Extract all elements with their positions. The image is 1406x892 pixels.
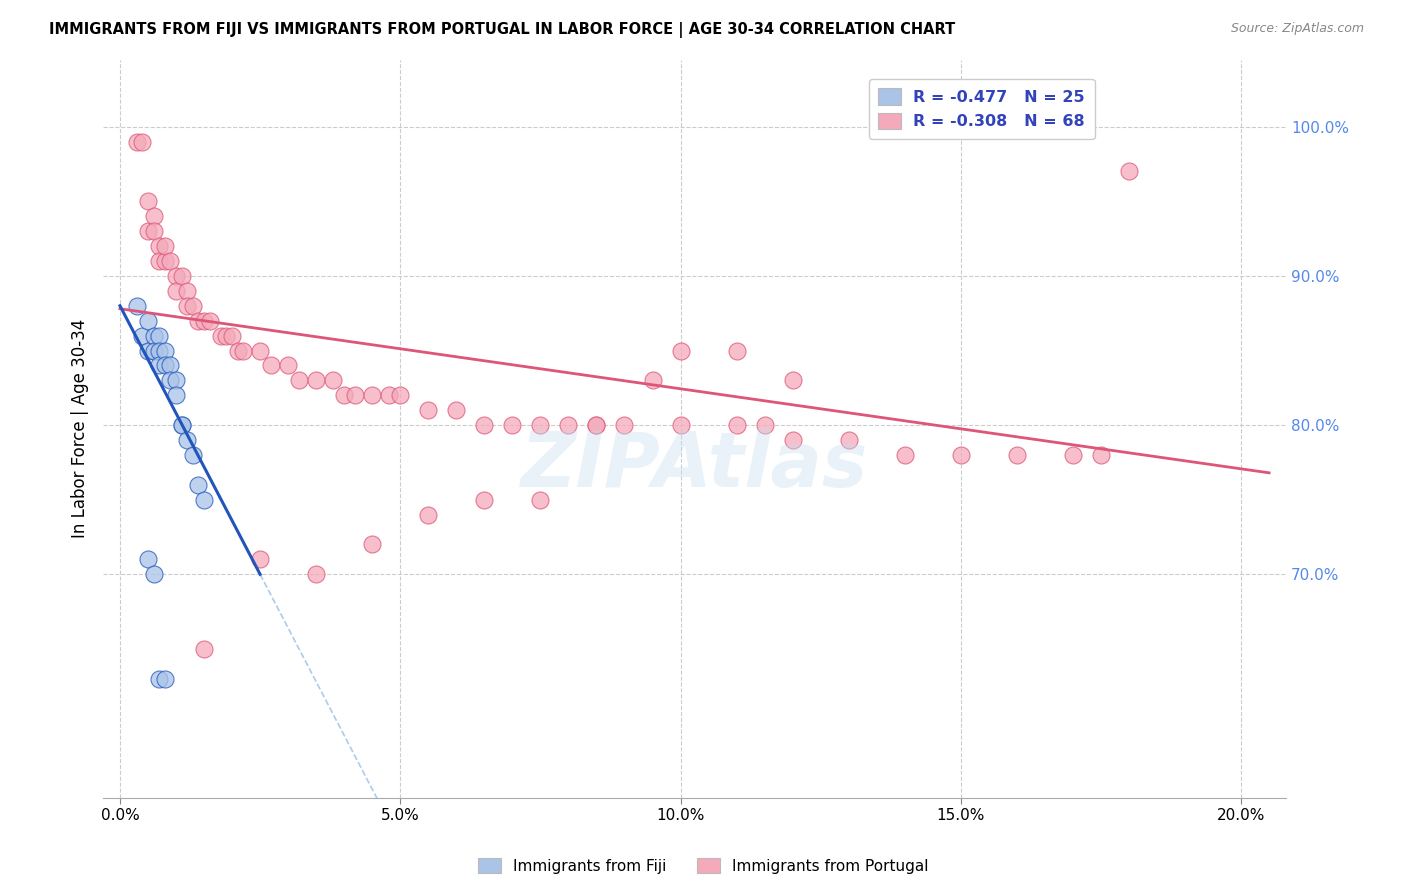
Point xyxy=(153,239,176,253)
Text: ZIPAtlas: ZIPAtlas xyxy=(520,429,869,503)
Point xyxy=(125,135,148,149)
Point xyxy=(361,388,384,402)
Point xyxy=(613,418,636,433)
Point xyxy=(585,418,607,433)
Point xyxy=(187,313,209,327)
Point xyxy=(305,373,328,387)
Point xyxy=(418,508,440,522)
Point xyxy=(165,284,187,298)
Point xyxy=(148,254,170,268)
Point xyxy=(148,359,170,373)
Point xyxy=(472,492,495,507)
Point xyxy=(176,433,198,447)
Point xyxy=(159,373,181,387)
Point xyxy=(501,418,523,433)
Point xyxy=(136,194,159,209)
Point xyxy=(125,299,148,313)
Point xyxy=(529,418,551,433)
Point xyxy=(142,209,165,223)
Point xyxy=(260,359,283,373)
Point xyxy=(322,373,344,387)
Text: Source: ZipAtlas.com: Source: ZipAtlas.com xyxy=(1230,22,1364,36)
Point xyxy=(1062,448,1084,462)
Point xyxy=(136,224,159,238)
Point xyxy=(277,359,299,373)
Point xyxy=(838,433,860,447)
Point xyxy=(472,418,495,433)
Point xyxy=(249,343,271,358)
Point xyxy=(198,313,221,327)
Point xyxy=(305,567,328,582)
Text: IMMIGRANTS FROM FIJI VS IMMIGRANTS FROM PORTUGAL IN LABOR FORCE | AGE 30-34 CORR: IMMIGRANTS FROM FIJI VS IMMIGRANTS FROM … xyxy=(49,22,956,38)
Point xyxy=(249,552,271,566)
Point xyxy=(165,388,187,402)
Point xyxy=(529,492,551,507)
Point xyxy=(153,672,176,686)
Point xyxy=(181,299,204,313)
Point xyxy=(782,373,804,387)
Point xyxy=(181,448,204,462)
Point xyxy=(1118,164,1140,178)
Point xyxy=(221,328,243,343)
Point xyxy=(165,268,187,283)
Point xyxy=(165,373,187,387)
Point xyxy=(585,418,607,433)
Point xyxy=(148,328,170,343)
Legend: Immigrants from Fiji, Immigrants from Portugal: Immigrants from Fiji, Immigrants from Po… xyxy=(471,852,935,880)
Point xyxy=(894,448,917,462)
Point xyxy=(153,359,176,373)
Point xyxy=(170,268,193,283)
Point xyxy=(131,135,153,149)
Point xyxy=(1090,448,1112,462)
Point xyxy=(136,343,159,358)
Point xyxy=(176,299,198,313)
Point xyxy=(136,313,159,327)
Point xyxy=(754,418,776,433)
Y-axis label: In Labor Force | Age 30-34: In Labor Force | Age 30-34 xyxy=(72,319,89,539)
Point xyxy=(215,328,238,343)
Point xyxy=(288,373,311,387)
Point xyxy=(153,343,176,358)
Point xyxy=(782,433,804,447)
Point xyxy=(159,254,181,268)
Point xyxy=(344,388,367,402)
Point xyxy=(193,313,215,327)
Point xyxy=(226,343,249,358)
Point xyxy=(418,403,440,417)
Point xyxy=(176,284,198,298)
Point xyxy=(148,672,170,686)
Point xyxy=(153,254,176,268)
Point xyxy=(136,552,159,566)
Point xyxy=(159,359,181,373)
Point xyxy=(142,343,165,358)
Point xyxy=(131,328,153,343)
Point xyxy=(446,403,468,417)
Point xyxy=(389,388,412,402)
Point xyxy=(170,418,193,433)
Legend: R = -0.477   N = 25, R = -0.308   N = 68: R = -0.477 N = 25, R = -0.308 N = 68 xyxy=(869,78,1095,139)
Point xyxy=(142,328,165,343)
Point xyxy=(232,343,254,358)
Point xyxy=(641,373,664,387)
Point xyxy=(669,343,692,358)
Point xyxy=(148,343,170,358)
Point xyxy=(725,418,748,433)
Point xyxy=(949,448,972,462)
Point xyxy=(148,239,170,253)
Point xyxy=(209,328,232,343)
Point xyxy=(378,388,401,402)
Point xyxy=(669,418,692,433)
Point xyxy=(170,418,193,433)
Point xyxy=(557,418,579,433)
Point xyxy=(142,224,165,238)
Point xyxy=(187,477,209,491)
Point xyxy=(193,641,215,656)
Point xyxy=(142,567,165,582)
Point xyxy=(333,388,356,402)
Point xyxy=(725,343,748,358)
Point xyxy=(1005,448,1028,462)
Point xyxy=(361,537,384,551)
Point xyxy=(193,492,215,507)
